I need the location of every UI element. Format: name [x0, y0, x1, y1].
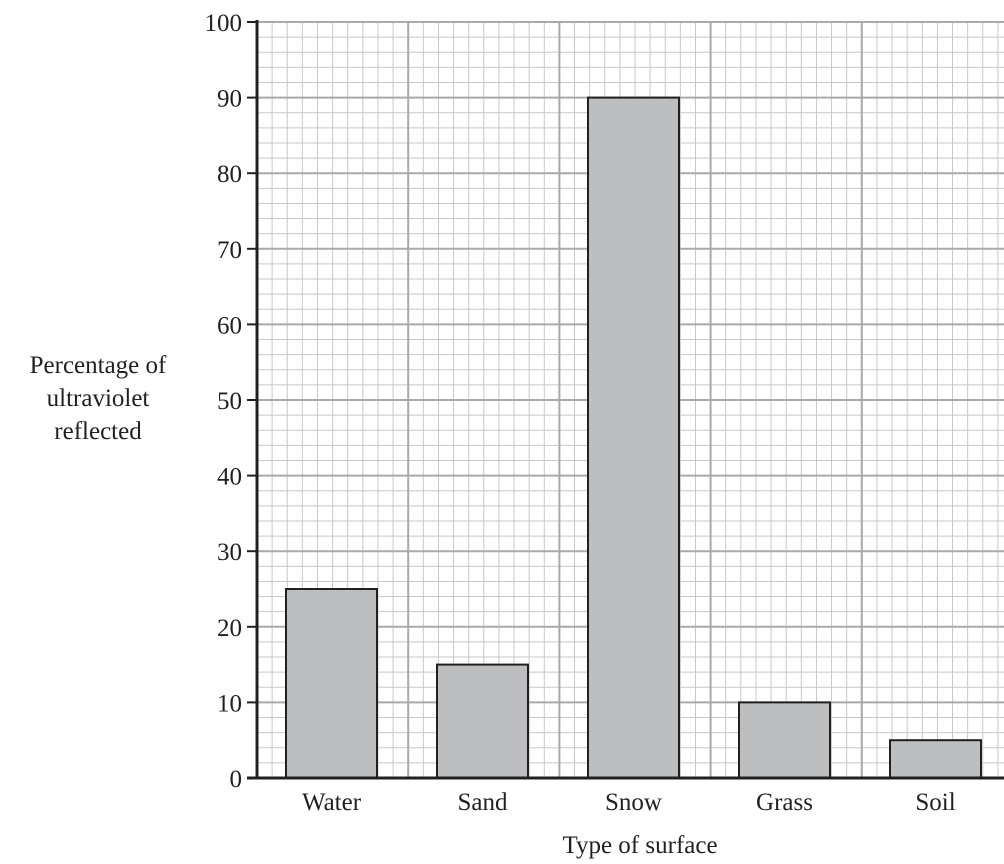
y-tick-label-90: 90 [217, 86, 242, 113]
y-axis-title: Percentage of ultraviolet reflected [30, 352, 167, 445]
y-tick-label-20: 20 [217, 615, 242, 642]
bar-soil [889, 739, 982, 780]
bar-snow [587, 96, 680, 780]
bar-water [285, 588, 378, 779]
y-axis-title-line-3: reflected [54, 418, 142, 445]
axes-group [247, 20, 1004, 780]
y-tick-label-70: 70 [217, 237, 242, 264]
y-axis-title-line-2: ultraviolet [47, 385, 150, 412]
x-axis-title: Type of surface [562, 832, 717, 859]
y-tick-label-40: 40 [217, 464, 242, 491]
bar-sand [436, 663, 529, 779]
x-tick-label-snow: Snow [605, 789, 662, 816]
x-tick-label-sand: Sand [458, 789, 509, 816]
y-axis-title-line-1: Percentage of [30, 352, 167, 379]
y-tick-label-60: 60 [217, 312, 242, 339]
bars-group [285, 96, 982, 780]
x-tick-label-water: Water [302, 789, 362, 816]
y-tick-label-10: 10 [217, 690, 242, 717]
x-tick-label-grass: Grass [756, 789, 813, 816]
y-tick-label-0: 0 [230, 766, 243, 793]
y-tick-label-80: 80 [217, 161, 242, 188]
x-tick-labels: Water Sand Snow Grass Soil [302, 789, 956, 816]
bar-grass [738, 701, 831, 780]
y-tick-label-100: 100 [205, 10, 243, 37]
x-tick-label-soil: Soil [915, 789, 955, 816]
y-tick-labels: 0 10 20 30 40 50 60 70 80 90 100 [205, 10, 243, 793]
y-tick-label-50: 50 [217, 388, 242, 415]
y-tick-label-30: 30 [217, 539, 242, 566]
